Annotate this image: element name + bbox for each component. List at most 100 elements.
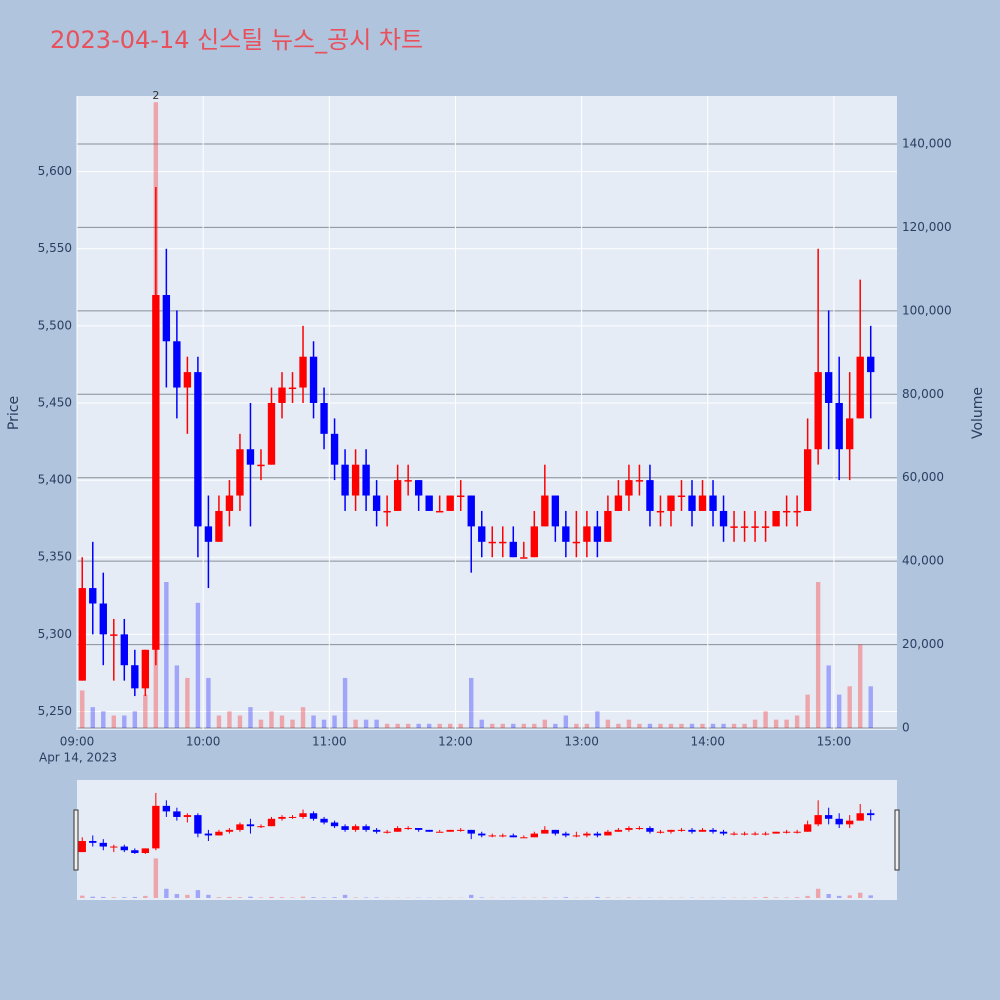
slider-candle-body [677, 829, 686, 831]
slider-candle-body [288, 816, 297, 818]
slider-candle-body [131, 850, 139, 854]
slider-candle-body [204, 833, 213, 836]
candle-body [173, 341, 181, 388]
volume-bar [279, 715, 285, 728]
range-slider[interactable] [77, 780, 897, 900]
slider-candle-body [856, 813, 864, 821]
volume-bar [511, 723, 516, 728]
slider-volume-bar [279, 897, 285, 898]
candle-body [215, 510, 223, 542]
volume-bar [321, 719, 327, 728]
candle-body [782, 510, 791, 513]
slider-candle-body [583, 833, 591, 836]
slider-handle[interactable] [73, 809, 79, 871]
volume-bar [479, 719, 484, 728]
candle-body [709, 495, 717, 511]
volume-bar [836, 694, 842, 728]
volume-bar [101, 711, 106, 728]
candle-body [572, 541, 581, 544]
candle-body [509, 541, 517, 558]
y2-tick-label: 0 [902, 721, 910, 735]
candle-body [446, 495, 454, 511]
volume-bar [490, 723, 495, 728]
volume-bar [248, 707, 253, 728]
volume-bar [426, 723, 432, 728]
slider-volume-bar [132, 896, 138, 898]
candle-body [751, 526, 759, 528]
candle-body [593, 526, 602, 542]
slider-volume-bar [174, 894, 180, 898]
candle-body [183, 372, 192, 388]
slider-candle-body [867, 813, 875, 816]
candle-body [162, 294, 171, 342]
x-tick-label: 14:00 [690, 735, 725, 749]
y-tick-label: 5,300 [38, 627, 72, 641]
candle-body [667, 495, 675, 511]
volume-bar [721, 723, 726, 728]
x-tick-label: 10:00 [186, 735, 221, 749]
candle-body [362, 464, 370, 496]
slider-volume-bar [321, 897, 327, 898]
slider-candle-body [793, 831, 801, 833]
candle-body [730, 526, 738, 528]
slider-candle-body [509, 835, 517, 838]
volume-bar [868, 686, 873, 728]
slider-volume-bar [195, 890, 201, 898]
y-tick-label: 5,400 [38, 473, 72, 487]
slider-volume-bar [101, 896, 106, 898]
slider-candle-body [846, 820, 854, 825]
y-tick-label: 5,550 [38, 241, 72, 255]
volume-bar [353, 719, 358, 728]
slider-candle-body [824, 815, 833, 819]
slider-candle-body [436, 831, 444, 833]
slider-volume-bar [805, 895, 810, 898]
volume-bar [143, 694, 148, 728]
y2-tick-label: 60,000 [902, 470, 944, 484]
volume-bar [195, 602, 201, 728]
slider-volume-bar [542, 897, 548, 898]
candle-body [120, 634, 128, 666]
slider-candle-body [162, 805, 171, 812]
volume-bar [700, 723, 705, 728]
candle-body [110, 634, 118, 636]
slider-volume-bar [794, 897, 800, 898]
candle-body [814, 372, 822, 450]
candle-body [499, 541, 507, 544]
slider-candle-body [173, 811, 181, 817]
slider-candle-body [120, 846, 128, 851]
slider-volume-bar [595, 896, 600, 898]
volume-bar [857, 644, 863, 728]
candle-body [267, 402, 276, 465]
candle-body [856, 356, 864, 419]
candle-body [551, 495, 560, 527]
volume-bar [132, 711, 138, 728]
volume-bar [847, 686, 852, 728]
candle-body [152, 294, 160, 650]
volume-bar [731, 723, 737, 728]
slider-candle-body [761, 833, 770, 835]
slider-candle-body [835, 818, 843, 825]
volume-bar [185, 677, 190, 728]
slider-volume-bar [122, 897, 127, 898]
slider-candle-body [393, 828, 402, 832]
slider-candle-body [656, 831, 665, 833]
volume-bar [500, 723, 505, 728]
candle-body [141, 649, 150, 689]
slider-handle[interactable] [894, 809, 900, 871]
candle-body [688, 495, 696, 511]
volume-bar [395, 723, 400, 728]
x-tick-label: 09:00 [60, 735, 95, 749]
candle-body [698, 495, 707, 511]
y2-axis-label: Volume [970, 387, 986, 439]
slider-candle-body [278, 816, 286, 819]
candle-body [625, 480, 633, 496]
slider-volume-bar [143, 895, 148, 898]
candle-body [414, 480, 423, 496]
candle-body [835, 402, 843, 450]
slider-candle-body [246, 824, 255, 827]
volume-bar [300, 707, 306, 728]
candle-body [320, 402, 328, 434]
y2-tick-label: 120,000 [902, 220, 952, 234]
slider-candle-body [635, 828, 644, 830]
